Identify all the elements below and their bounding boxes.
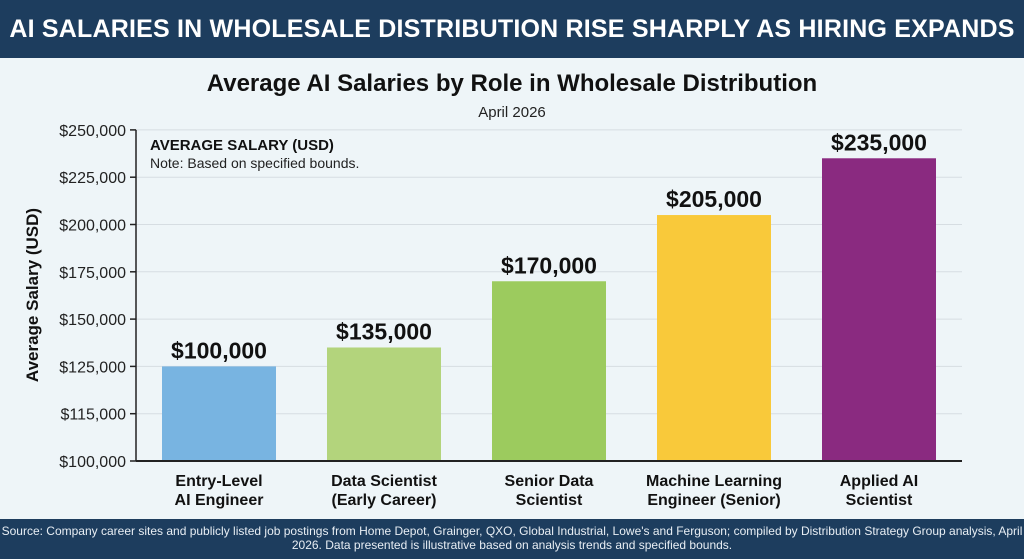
y-tick-label: $250,000 bbox=[59, 123, 126, 140]
bar bbox=[327, 347, 441, 461]
bar bbox=[162, 366, 276, 461]
annotation-title: AVERAGE SALARY (USD) bbox=[150, 137, 334, 154]
x-tick-label: Senior Data bbox=[505, 473, 594, 490]
x-tick-label: AI Engineer bbox=[175, 492, 264, 509]
bar bbox=[657, 215, 771, 461]
data-label: $235,000 bbox=[831, 129, 927, 155]
chart-subtitle: April 2026 bbox=[478, 104, 546, 121]
y-tick-label: $125,000 bbox=[59, 359, 126, 376]
y-tick-label: $115,000 bbox=[60, 407, 126, 424]
x-tick-label: Machine Learning bbox=[646, 473, 782, 490]
x-tick-label: Engineer (Senior) bbox=[647, 492, 780, 509]
chart-title: Average AI Salaries by Role in Wholesale… bbox=[206, 70, 818, 97]
source-text: Source: Company career sites and publicl… bbox=[1, 524, 1023, 552]
y-tick-label: $150,000 bbox=[59, 312, 126, 329]
source-footer: Source: Company career sites and publicl… bbox=[0, 519, 1024, 559]
y-tick-label: $175,000 bbox=[59, 265, 126, 282]
y-tick-label: $100,000 bbox=[59, 454, 126, 471]
x-tick-label: Data Scientist bbox=[331, 473, 437, 490]
x-tick-label: Scientist bbox=[516, 492, 583, 509]
headline-banner: AI SALARIES IN WHOLESALE DISTRIBUTION RI… bbox=[0, 0, 1024, 58]
y-tick-label: $225,000 bbox=[59, 170, 126, 187]
x-tick-label: Scientist bbox=[846, 492, 913, 509]
data-label: $135,000 bbox=[336, 318, 432, 344]
data-label: $170,000 bbox=[501, 252, 597, 278]
x-tick-label: (Early Career) bbox=[332, 492, 437, 509]
annotation-note: Note: Based on specified bounds. bbox=[150, 155, 359, 171]
data-label: $205,000 bbox=[666, 186, 762, 212]
y-axis-label: Average Salary (USD) bbox=[23, 208, 42, 382]
x-tick-label: Applied AI bbox=[840, 473, 919, 490]
bar bbox=[492, 281, 606, 461]
x-tick-label: Entry-Level bbox=[175, 473, 262, 490]
headline: AI SALARIES IN WHOLESALE DISTRIBUTION RI… bbox=[9, 14, 1015, 43]
bar bbox=[822, 158, 936, 461]
data-label: $100,000 bbox=[171, 337, 267, 363]
y-tick-label: $200,000 bbox=[59, 218, 126, 235]
